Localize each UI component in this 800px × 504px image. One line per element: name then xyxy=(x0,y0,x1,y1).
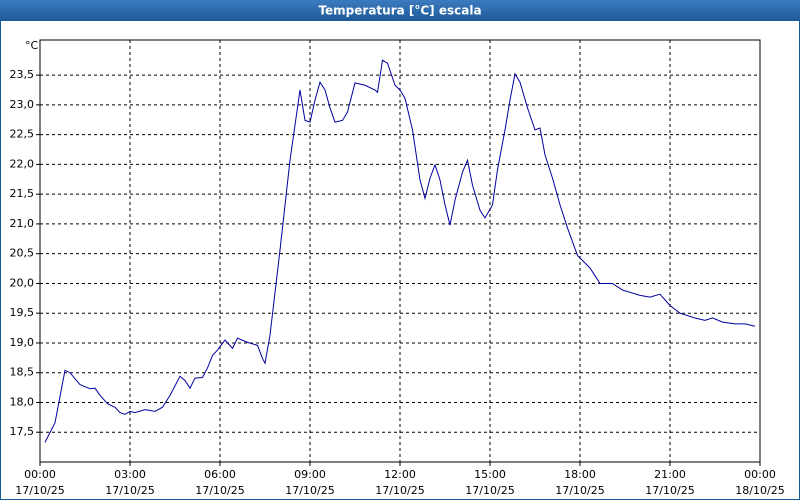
x-tick-label: 03:00 xyxy=(114,468,146,481)
y-axis-unit: °C xyxy=(25,39,39,52)
y-tick-label: 17,5 xyxy=(10,425,35,438)
x-tick-label: 00:00 xyxy=(24,468,56,481)
x-tick-label: 17/10/25 xyxy=(465,484,514,497)
chart-title: Temperatura [°C] escala xyxy=(318,4,481,18)
y-tick-label: 20,0 xyxy=(10,276,35,289)
x-tick-label: 15:00 xyxy=(474,468,506,481)
x-tick-label: 06:00 xyxy=(204,468,236,481)
line-series xyxy=(44,59,756,443)
x-tick-label: 21:00 xyxy=(654,468,686,481)
y-tick-label: 18,5 xyxy=(10,366,35,379)
y-tick-label: 22,5 xyxy=(10,128,35,141)
y-tick-label: 23,0 xyxy=(10,98,35,111)
x-tick-label: 12:00 xyxy=(384,468,416,481)
x-tick-label: 18/10/25 xyxy=(735,484,784,497)
y-tick-label: 18,0 xyxy=(10,395,35,408)
x-tick-label: 17/10/25 xyxy=(375,484,424,497)
y-tick-label: 21,5 xyxy=(10,187,35,200)
x-tick-label: 17/10/25 xyxy=(285,484,334,497)
x-tick-label: 00:00 xyxy=(744,468,776,481)
y-tick-label: 22,0 xyxy=(10,157,35,170)
x-tick-label: 09:00 xyxy=(294,468,326,481)
y-tick-label: 19,0 xyxy=(10,336,35,349)
title-bar xyxy=(0,0,800,21)
y-tick-label: 19,5 xyxy=(10,306,35,319)
x-tick-label: 17/10/25 xyxy=(555,484,604,497)
y-tick-label: 23,5 xyxy=(10,68,35,81)
x-tick-label: 18:00 xyxy=(564,468,596,481)
x-tick-label: 17/10/25 xyxy=(15,484,64,497)
x-tick-label: 17/10/25 xyxy=(105,484,154,497)
x-tick-label: 17/10/25 xyxy=(195,484,244,497)
y-tick-label: 21,0 xyxy=(10,217,35,230)
y-tick-label: 20,5 xyxy=(10,247,35,260)
x-tick-label: 17/10/25 xyxy=(645,484,694,497)
